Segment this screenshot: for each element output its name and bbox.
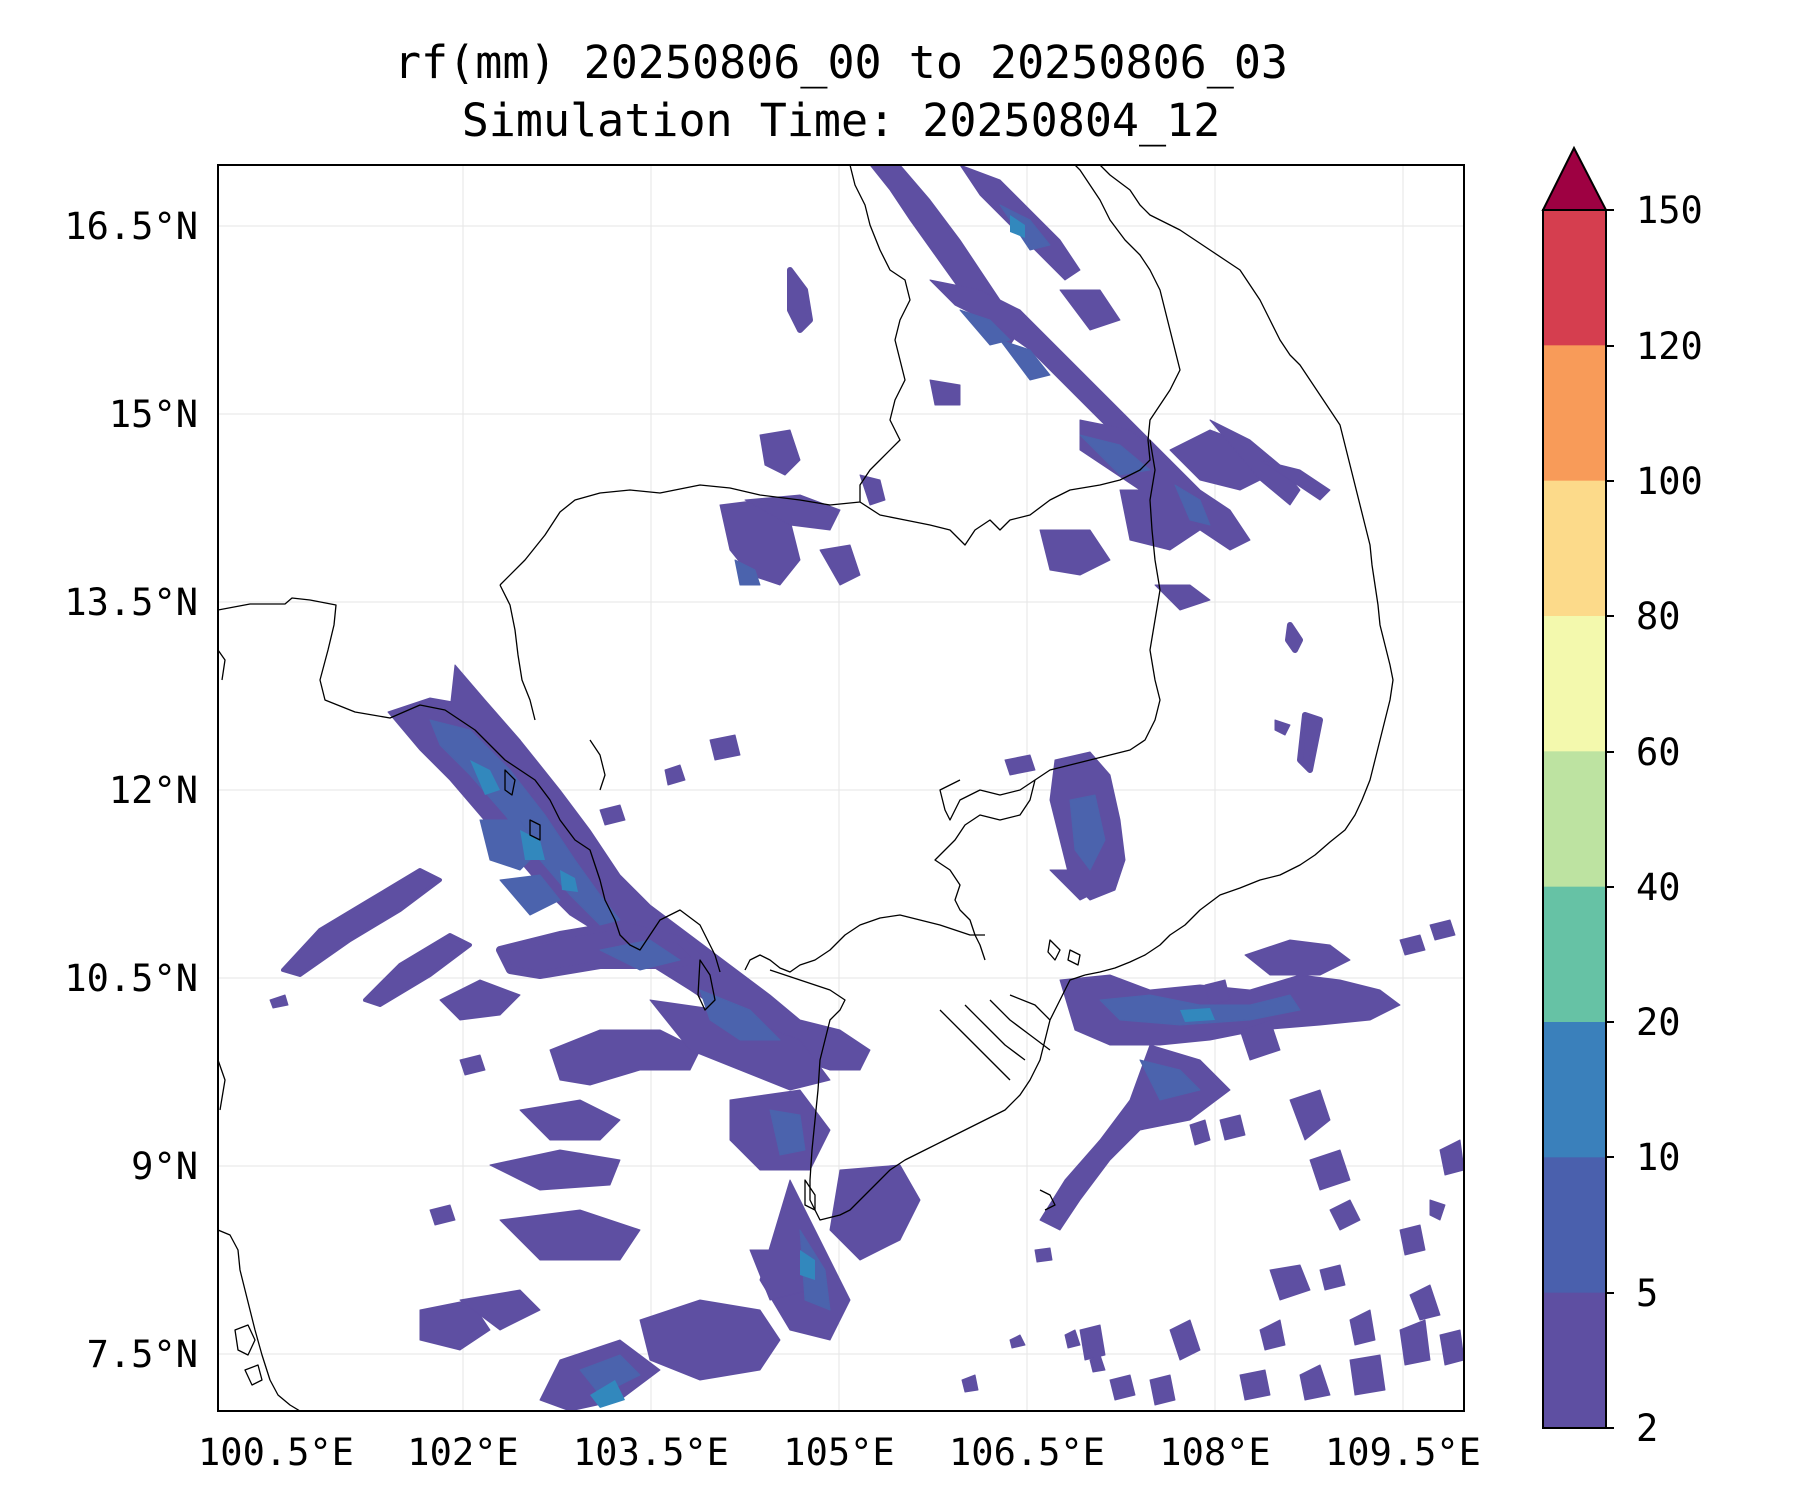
coastlines-borders bbox=[218, 165, 1394, 1411]
rain-layer-2-5 bbox=[269, 165, 1464, 1411]
colorbar-segment bbox=[1543, 345, 1606, 482]
lon-tick-label: 109.5°E bbox=[1325, 1431, 1481, 1474]
map-frame bbox=[217, 164, 1465, 1412]
colorbar-label: 120 bbox=[1636, 325, 1703, 368]
colorbar-segment bbox=[1543, 1157, 1606, 1294]
lon-tick-label: 106.5°E bbox=[949, 1431, 1105, 1474]
colorbar-label: 5 bbox=[1636, 1272, 1658, 1315]
colorbar-label: 80 bbox=[1636, 595, 1681, 638]
colorbar-frame bbox=[1542, 209, 1607, 1429]
colorbar-label: 60 bbox=[1636, 731, 1681, 774]
lon-tick-label: 105°E bbox=[783, 1431, 894, 1474]
lon-tick-label: 108°E bbox=[1159, 1431, 1270, 1474]
lon-tick-label: 102°E bbox=[407, 1431, 518, 1474]
colorbar-segment bbox=[1543, 1022, 1606, 1158]
lat-tick-label: 16.5°N bbox=[64, 205, 198, 248]
lat-tick-label: 10.5°N bbox=[64, 957, 198, 1000]
lat-tick-label: 13.5°N bbox=[64, 581, 198, 624]
lon-tick-label: 103.5°E bbox=[573, 1431, 729, 1474]
lon-axis: 100.5°E 102°E 103.5°E 105°E 106.5°E 108°… bbox=[198, 1431, 1481, 1474]
colorbar-label: 20 bbox=[1636, 1001, 1681, 1044]
colorbar-segments bbox=[1543, 210, 1606, 1429]
lat-tick-label: 9°N bbox=[131, 1145, 198, 1188]
colorbar-segment bbox=[1543, 886, 1606, 1023]
colorbar-extend-triangle bbox=[1541, 145, 1608, 211]
lat-axis: 16.5°N 15°N 13.5°N 12°N 10.5°N 9°N 7.5°N bbox=[64, 205, 198, 1376]
colorbar-label: 2 bbox=[1636, 1407, 1658, 1450]
colorbar-segment bbox=[1543, 480, 1606, 617]
colorbar-segment bbox=[1543, 616, 1606, 752]
lon-tick-label: 100.5°E bbox=[198, 1431, 354, 1474]
colorbar-segment bbox=[1543, 210, 1606, 346]
map-subtitle: Simulation Time: 20250804_12 bbox=[461, 94, 1221, 147]
colorbar: 150 120 100 80 60 40 20 10 5 2 bbox=[1541, 145, 1703, 1450]
colorbar-label: 40 bbox=[1636, 866, 1681, 909]
colorbar-label: 100 bbox=[1636, 460, 1703, 503]
colorbar-label: 10 bbox=[1636, 1136, 1681, 1179]
colorbar-label: 150 bbox=[1636, 189, 1703, 232]
map-title: rf(mm) 20250806_00 to 20250806_03 bbox=[393, 36, 1289, 89]
lat-tick-label: 15°N bbox=[109, 393, 198, 436]
colorbar-segment bbox=[1543, 751, 1606, 888]
lat-tick-label: 7.5°N bbox=[87, 1333, 198, 1376]
rain-layer-10-20 bbox=[470, 215, 1215, 1408]
lat-tick-label: 12°N bbox=[109, 769, 198, 812]
colorbar-segment bbox=[1543, 1292, 1606, 1429]
